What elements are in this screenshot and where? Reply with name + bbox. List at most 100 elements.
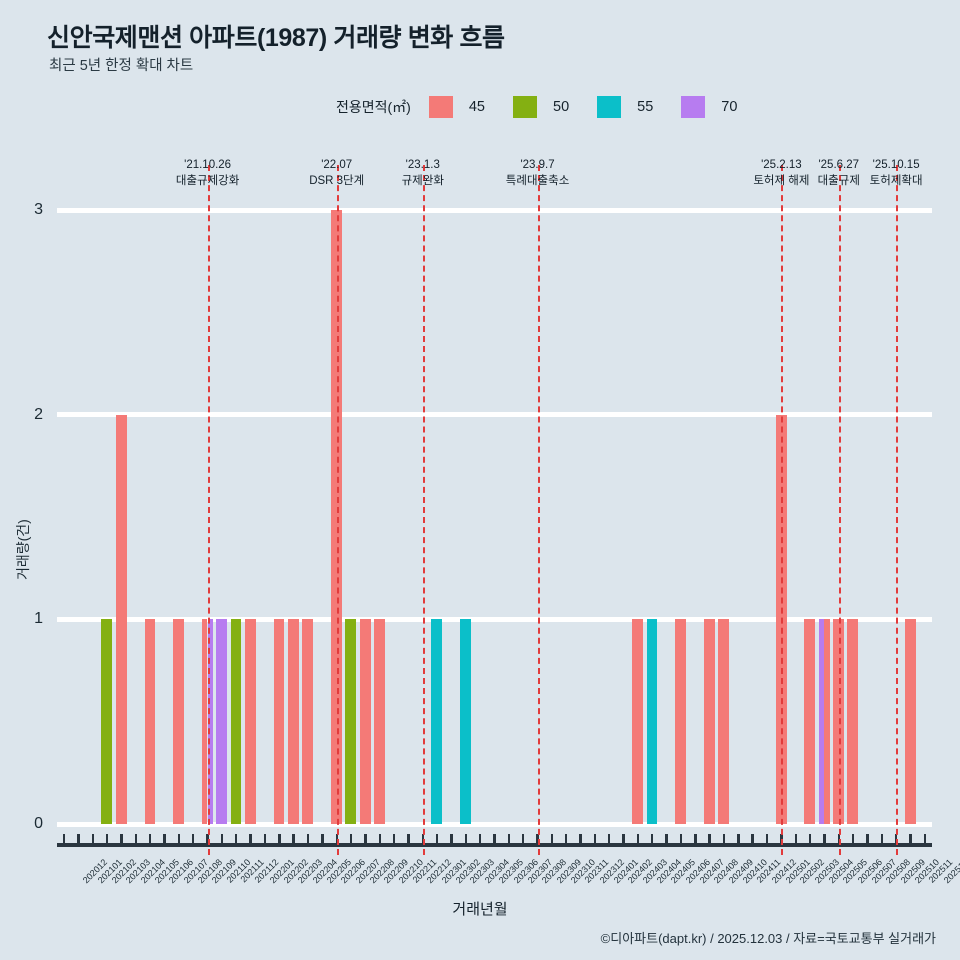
bar-202304-55[interactable] xyxy=(460,619,471,824)
bar-202511-45[interactable] xyxy=(904,619,916,824)
legend-swatch-50 xyxy=(513,96,537,118)
x-tick-202508 xyxy=(866,834,869,845)
bar-202201-45[interactable] xyxy=(244,619,256,824)
bar-202409-45[interactable] xyxy=(703,619,715,824)
x-tick-202204 xyxy=(292,834,295,845)
legend-item-45[interactable]: 45 xyxy=(428,96,513,118)
x-tick-202411 xyxy=(737,834,740,845)
event-date-202510: '25.10.15 xyxy=(872,159,920,171)
x-tick-202104 xyxy=(120,834,123,845)
y-tick-label-0: 0 xyxy=(34,815,43,832)
x-tick-202107 xyxy=(163,834,166,845)
event-date-202506: '25.6.27 xyxy=(818,159,860,171)
bar-202404-45[interactable] xyxy=(632,619,644,824)
x-tick-202412 xyxy=(751,834,754,845)
x-tick-202304 xyxy=(464,834,467,845)
gridline-y-2 xyxy=(57,412,932,418)
bar-202410-45[interactable] xyxy=(718,619,730,824)
legend-label-45: 45 xyxy=(468,99,485,115)
bar-202504-45[interactable] xyxy=(804,619,816,824)
legend-item-55[interactable]: 55 xyxy=(597,96,681,118)
legend-item-50[interactable]: 50 xyxy=(513,96,597,118)
bar-202110-45[interactable] xyxy=(201,619,207,824)
x-tick-202303 xyxy=(450,834,453,845)
y-tick-label-2: 2 xyxy=(34,405,43,423)
bar-202209-45[interactable] xyxy=(359,619,371,824)
y-tick-label-3: 3 xyxy=(34,201,43,218)
x-tick-202012 xyxy=(62,834,66,845)
x-axis: 202012 202101 202102 202103 202104 202105 2021… xyxy=(57,834,960,885)
bar-202111-70[interactable] xyxy=(216,619,228,824)
bar-202302-55[interactable] xyxy=(431,619,443,824)
event-text-202207: DSR 3단계 xyxy=(309,175,365,187)
x-tick-202202 xyxy=(263,834,267,845)
event-label-202207: '22.07 DSR 3단계 xyxy=(309,158,364,190)
x-tick-202404 xyxy=(636,834,640,845)
bar-202210-45[interactable] xyxy=(374,619,385,824)
legend-swatch-45 xyxy=(428,96,453,118)
event-label-202502: '25.2.13 토허제 해제 xyxy=(753,158,809,190)
bar-202110-70[interactable] xyxy=(207,619,213,824)
bar-202207-45[interactable] xyxy=(330,210,342,824)
x-tick-202505 xyxy=(823,834,826,845)
bar-202112-50[interactable] xyxy=(230,619,242,824)
x-tick-202503 xyxy=(794,834,797,845)
x-tick-202103 xyxy=(106,834,109,845)
event-date-202301: '23.1.3 xyxy=(405,159,440,171)
page-subtitle: 최근 5년 한정 확대 차트 xyxy=(49,58,194,74)
plot-area: 0 1 2 3 거래량(건) xyxy=(15,201,932,832)
bar-202506-45[interactable] xyxy=(833,619,844,824)
y-axis-label: 거래량(건) xyxy=(15,519,31,580)
x-tick-202205 xyxy=(306,834,310,845)
bar-202203-45[interactable] xyxy=(273,619,285,824)
bar-202204-45[interactable] xyxy=(287,619,299,824)
bar-202507-45[interactable] xyxy=(847,619,859,824)
event-line-202309 xyxy=(537,165,540,855)
bar-202205-45[interactable] xyxy=(302,619,314,824)
bar-202505-45[interactable] xyxy=(824,619,830,824)
x-tick-202407 xyxy=(679,834,683,845)
x-tick-202403 xyxy=(622,834,625,845)
x-tick-202111 xyxy=(220,834,224,845)
event-label-202301: '23.1.3 규제완화 xyxy=(402,158,444,190)
x-tick-202308 xyxy=(521,834,525,845)
bar-202407-45[interactable] xyxy=(675,619,687,824)
x-tick-202210 xyxy=(378,834,381,845)
chart-legend: 전용면적(㎡) 45 50 55 70 xyxy=(336,96,737,118)
x-axis-label: 거래년월 xyxy=(452,901,508,918)
x-tick-202502 xyxy=(780,834,783,845)
bar-202106-45[interactable] xyxy=(144,619,156,824)
x-tick-202406 xyxy=(665,834,668,845)
x-tick-202305 xyxy=(478,834,482,845)
bar-202208-50[interactable] xyxy=(345,619,357,824)
event-text-202502: 토허제 해제 xyxy=(753,175,810,187)
event-label-202309: '23.9.7 특례대출축소 xyxy=(506,158,569,190)
x-tick-202206 xyxy=(321,834,324,845)
page-title: 신안국제맨션 아파트(1987) 거래량 변화 흐름 xyxy=(47,24,505,52)
event-date-202207: '22.07 xyxy=(321,159,353,171)
bar-202405-55[interactable] xyxy=(646,619,658,824)
event-line-202110 xyxy=(207,165,210,855)
x-tick-202307 xyxy=(507,834,511,845)
x-tick-202501 xyxy=(765,834,769,845)
x-tick-202108 xyxy=(177,834,181,845)
bar-202103-50[interactable] xyxy=(101,619,113,824)
x-tick-202106 xyxy=(149,834,152,845)
legend-item-70[interactable]: 70 xyxy=(681,96,737,118)
x-tick-202504 xyxy=(808,834,812,845)
x-tick-202302 xyxy=(435,834,439,845)
event-date-202110: '21.10.26 xyxy=(184,159,232,171)
x-tick-202408 xyxy=(694,834,697,845)
bar-202104-45[interactable] xyxy=(115,414,127,824)
x-tick-202209 xyxy=(364,834,367,845)
event-text-202301: 규제완화 xyxy=(401,175,444,187)
gridline-y-1 xyxy=(57,616,932,622)
x-tick-202410 xyxy=(722,834,726,845)
bar-202502-45[interactable] xyxy=(775,414,787,824)
bar-202108-45[interactable] xyxy=(173,619,185,824)
legend-title: 전용면적(㎡) xyxy=(336,99,411,115)
gridline-y-0 xyxy=(57,821,932,827)
bar-202505-70[interactable] xyxy=(818,619,824,824)
x-tick-202402 xyxy=(608,834,611,845)
x-tick-202309 xyxy=(536,834,539,845)
